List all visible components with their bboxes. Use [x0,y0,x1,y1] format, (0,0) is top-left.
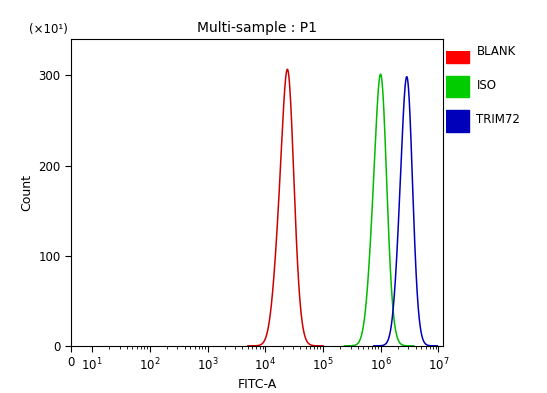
Line: TRIM72: TRIM72 [374,77,438,346]
BLANK [274,233,280,237]
BLANK [318,343,325,348]
ISO [377,72,384,77]
ISO [410,343,417,348]
ISO [353,342,360,347]
ISO [368,230,374,234]
ISO [349,343,356,348]
X-axis label: FITC-A: FITC-A [237,378,277,391]
Text: ISO: ISO [476,79,497,92]
FancyBboxPatch shape [446,110,469,132]
ISO [371,170,377,174]
BLANK [320,343,327,348]
ISO [409,343,416,348]
ISO [341,343,348,348]
Y-axis label: Count: Count [20,174,33,211]
BLANK [253,343,260,348]
TRIM72 [382,342,388,347]
BLANK [310,343,317,348]
TRIM72 [370,343,377,348]
BLANK [284,67,290,72]
BLANK [258,342,264,347]
Title: Multi-sample : P1: Multi-sample : P1 [197,21,317,35]
TRIM72 [426,343,433,348]
BLANK [277,174,283,179]
Line: ISO: ISO [345,74,414,346]
TRIM72 [434,343,441,348]
TRIM72 [395,225,401,230]
FancyBboxPatch shape [446,75,469,97]
Text: (×10¹): (×10¹) [28,23,67,36]
FancyBboxPatch shape [446,41,469,63]
TRIM72 [378,343,385,348]
TRIM72 [433,343,439,348]
Text: TRIM72: TRIM72 [476,113,520,127]
BLANK [245,343,251,348]
TRIM72 [398,164,404,169]
ISO [401,343,408,348]
Line: BLANK: BLANK [248,69,323,346]
TRIM72 [404,74,410,79]
Text: BLANK: BLANK [476,44,516,58]
